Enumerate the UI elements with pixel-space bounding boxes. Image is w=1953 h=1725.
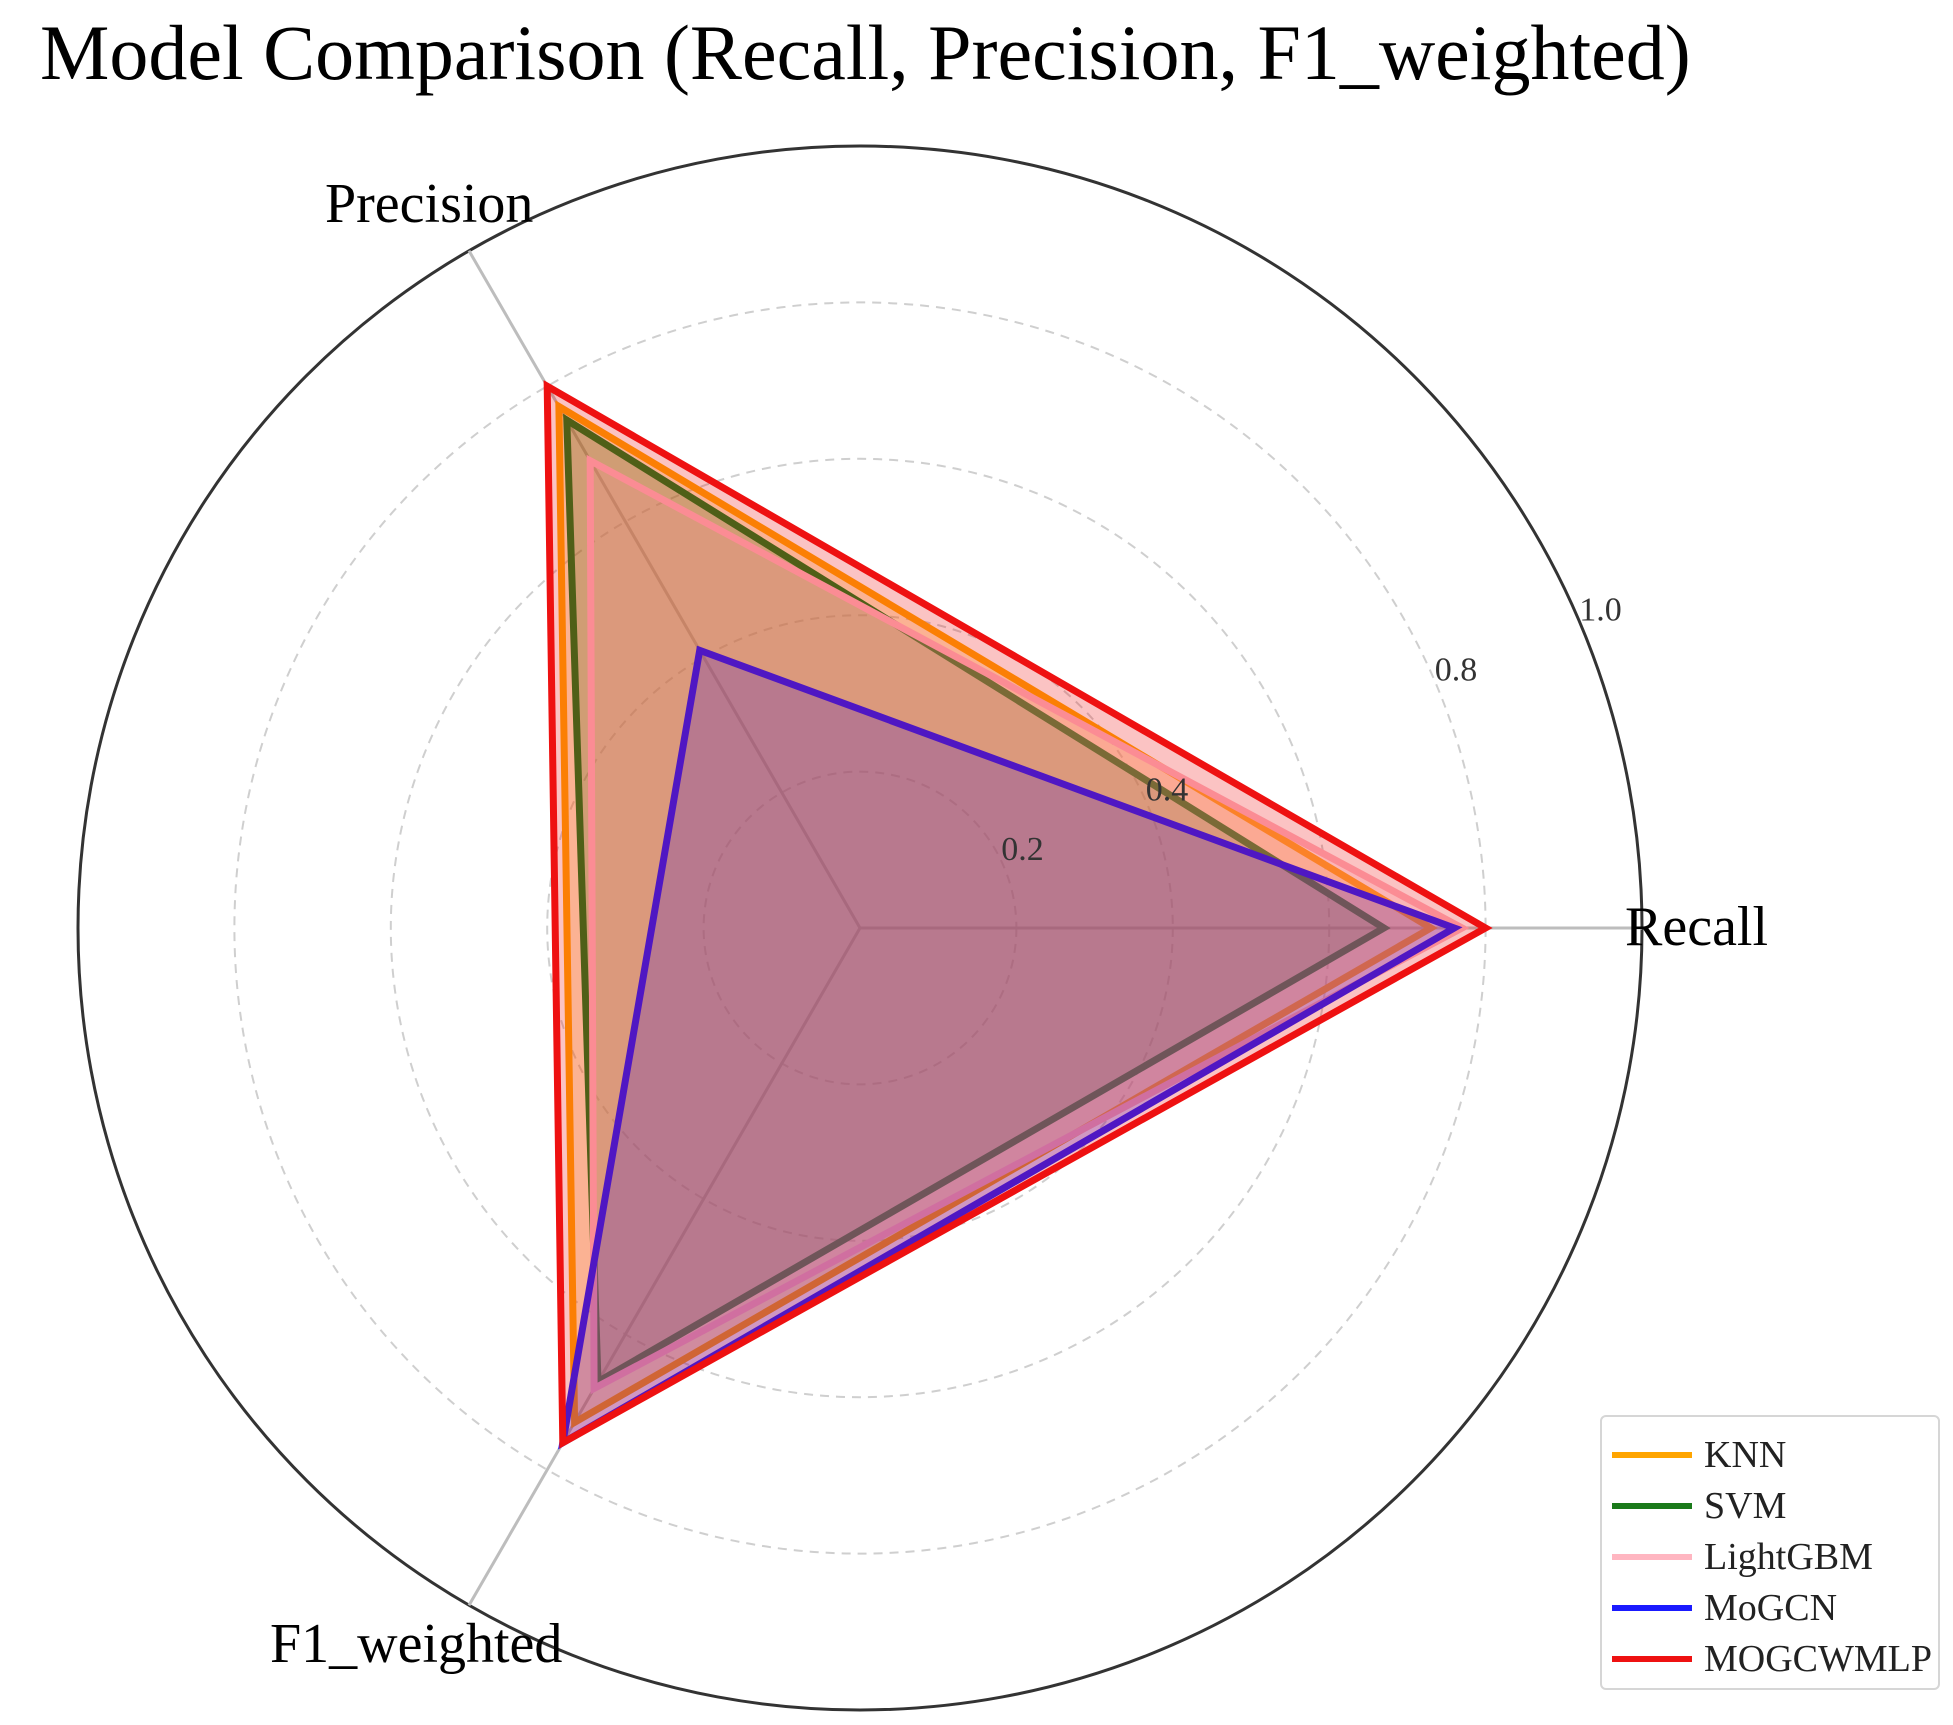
legend-item: MoGCN xyxy=(1612,1582,1928,1633)
legend-item: LightGBM xyxy=(1612,1531,1928,1582)
tick-label: 0.4 xyxy=(1146,771,1189,808)
axis-label-precision: Precision xyxy=(325,173,533,235)
tick-label: 1.0 xyxy=(1579,592,1622,629)
radar-labels: Recall Precision F1_weighted 0.2 0.4 0.8 1.0 xyxy=(270,173,1768,1675)
legend-swatch xyxy=(1612,1553,1692,1560)
legend-label: LightGBM xyxy=(1704,1535,1873,1578)
series-svm xyxy=(563,413,1391,1388)
axis-label-recall: Recall xyxy=(1625,896,1768,958)
legend-item: SVM xyxy=(1612,1480,1928,1531)
series-mogcwmlp xyxy=(543,380,1493,1449)
chart-title: Model Comparison (Recall, Precision, F1_… xyxy=(40,9,1691,96)
legend-swatch xyxy=(1612,1655,1692,1662)
legend-item: KNN xyxy=(1612,1429,1928,1480)
legend-label: KNN xyxy=(1704,1433,1787,1476)
axis-spoke xyxy=(467,250,862,929)
tick-label: 0.8 xyxy=(1435,652,1478,689)
tick-label: 0.2 xyxy=(1001,831,1044,868)
legend-label: MOGCWMLP xyxy=(1704,1637,1933,1680)
legend-label: SVM xyxy=(1704,1484,1787,1527)
legend-swatch xyxy=(1612,1502,1692,1509)
radar-series xyxy=(543,380,1493,1450)
legend-swatch xyxy=(1612,1451,1692,1458)
legend-label: MoGCN xyxy=(1704,1586,1838,1629)
series-mogcn xyxy=(558,645,1463,1450)
legend: KNN SVM LightGBM MoGCN MOGCWMLP xyxy=(1600,1415,1940,1690)
axis-spoke xyxy=(467,927,862,1606)
legend-item: MOGCWMLP xyxy=(1612,1633,1932,1684)
legend-swatch xyxy=(1612,1604,1692,1611)
axis-label-f1_weighted: F1_weighted xyxy=(270,1613,562,1675)
